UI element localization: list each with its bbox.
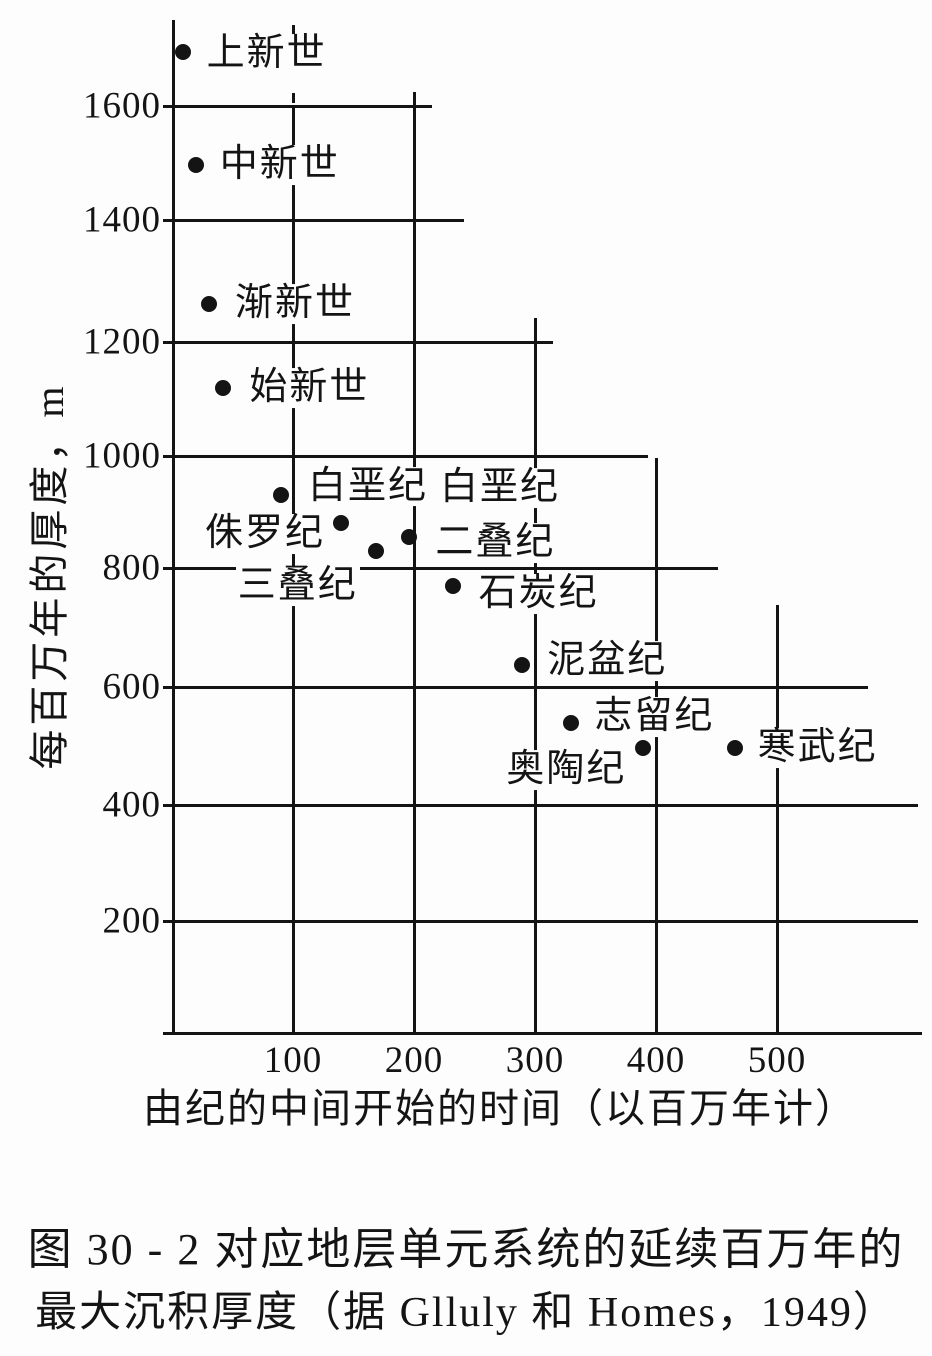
data-point-dot bbox=[333, 515, 349, 532]
data-point-dot bbox=[187, 157, 204, 174]
x-tick-label: 500 bbox=[747, 1040, 807, 1081]
data-point-label: 二叠纪 bbox=[433, 520, 558, 563]
data-point-dot bbox=[635, 740, 652, 757]
h-gridline bbox=[163, 920, 918, 923]
x-tick-label: 400 bbox=[626, 1040, 686, 1081]
data-point-dot bbox=[514, 657, 531, 674]
y-tick-label: 600 bbox=[102, 666, 161, 708]
y-tick-label: 800 bbox=[102, 547, 161, 589]
caption-line-2: 最大沉积厚度（据 Glluly 和 Homes，1949） bbox=[35, 1289, 897, 1336]
y-tick-label: 1600 bbox=[83, 85, 161, 127]
data-point-label: 白垩纪 bbox=[306, 464, 431, 507]
data-point-label: 泥盆纪 bbox=[545, 639, 670, 682]
y-tick-label: 200 bbox=[102, 900, 161, 942]
data-point-dot bbox=[444, 577, 461, 594]
x-axis-line bbox=[163, 1032, 922, 1035]
y-tick-label: 1400 bbox=[83, 199, 161, 241]
v-gridline bbox=[413, 92, 416, 1033]
h-gridline bbox=[163, 455, 648, 458]
data-point-label: 志留纪 bbox=[592, 694, 717, 737]
y-tick-label: 1000 bbox=[83, 435, 161, 477]
h-gridline bbox=[163, 567, 718, 570]
h-gridline bbox=[163, 804, 918, 807]
data-point-label: 寒武纪 bbox=[755, 726, 880, 769]
data-point-dot bbox=[215, 379, 232, 396]
h-gridline bbox=[163, 105, 432, 108]
x-tick-label: 100 bbox=[263, 1040, 323, 1081]
x-axis-title: 由纪的中间开始的时间（以百万年计） bbox=[143, 1086, 857, 1131]
caption-line-1: 图 30 - 2 对应地层单元系统的延续百万年的 bbox=[27, 1225, 905, 1274]
data-point-label: 三叠纪 bbox=[235, 563, 360, 606]
y-axis-line bbox=[172, 20, 175, 1035]
data-point-dot bbox=[726, 740, 743, 757]
data-point-dot bbox=[201, 295, 217, 312]
data-point-label: 渐新世 bbox=[233, 281, 358, 324]
data-point-label: 中新世 bbox=[217, 143, 342, 186]
x-tick-label: 200 bbox=[384, 1040, 444, 1081]
y-tick-label: 400 bbox=[102, 784, 161, 826]
data-point-dot bbox=[563, 714, 580, 731]
data-point-label: 上新世 bbox=[204, 32, 329, 75]
data-point-dot bbox=[401, 528, 418, 545]
x-tick-label: 300 bbox=[505, 1040, 565, 1081]
h-gridline bbox=[163, 686, 868, 689]
data-point-label: 侏罗纪 bbox=[202, 512, 327, 555]
figure-caption: 图 30 - 2 对应地层单元系统的延续百万年的 最大沉积厚度（据 Glluly… bbox=[0, 1218, 932, 1345]
h-gridline bbox=[163, 341, 553, 344]
y-tick-label: 1200 bbox=[83, 321, 161, 363]
data-point-dot bbox=[174, 44, 191, 61]
data-point-label: 奥陶纪 bbox=[504, 748, 629, 791]
data-point-label: 石炭纪 bbox=[476, 571, 601, 614]
h-gridline bbox=[163, 219, 464, 222]
data-point-dot bbox=[367, 542, 384, 559]
v-gridline bbox=[534, 318, 537, 1033]
v-gridline bbox=[655, 458, 658, 1033]
data-point-label: 始新世 bbox=[247, 365, 372, 408]
duplicate-cretaceous-label: 白垩纪 bbox=[438, 466, 563, 509]
data-point-dot bbox=[273, 486, 289, 503]
v-gridline bbox=[776, 605, 779, 1033]
